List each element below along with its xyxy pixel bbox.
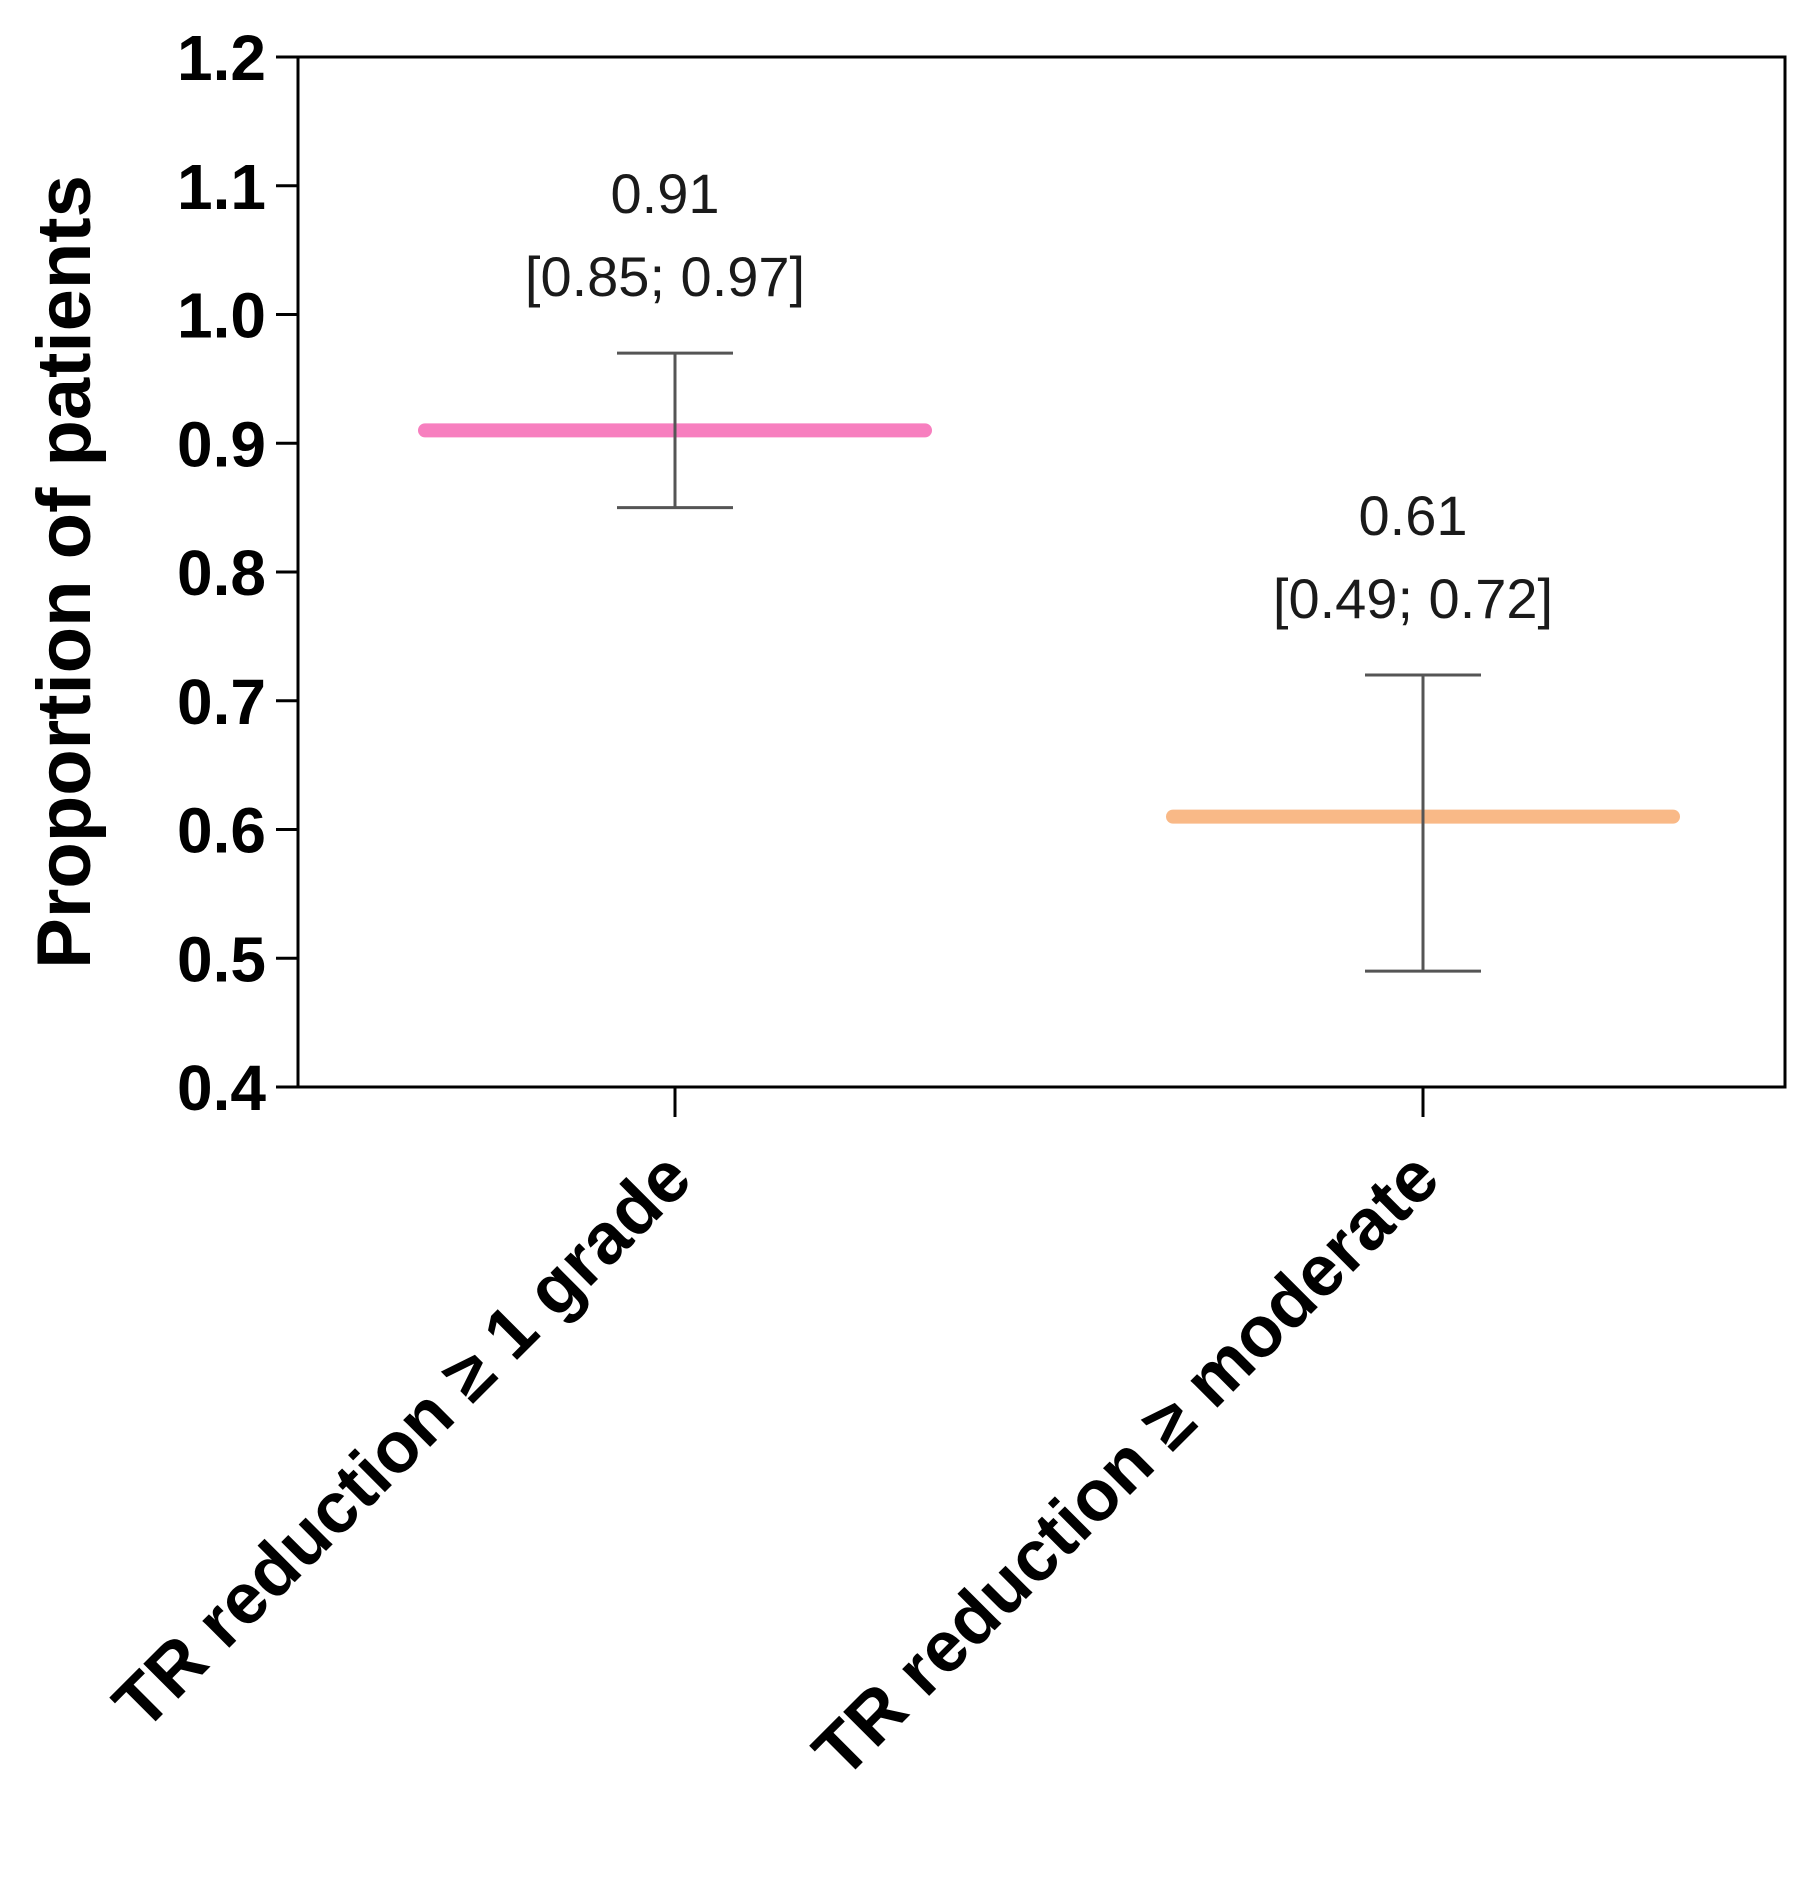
y-axis: 0.4 0.5 0.6 0.7 0.8 0.9 1.0 1.1 1.2 [177, 22, 298, 1124]
value-label: 0.61 [1359, 484, 1468, 547]
y-tick-label: 0.5 [177, 923, 266, 995]
y-tick-label: 1.0 [177, 280, 266, 352]
y-tick-label: 1.1 [177, 151, 266, 223]
y-tick-label: 0.6 [177, 795, 266, 867]
x-category-label: TR reduction ≥ 1 grade [98, 1137, 706, 1745]
ci-label: [0.85; 0.97] [525, 245, 805, 308]
y-axis-title: Proportion of patients [22, 175, 107, 969]
x-category-label: TR reduction ≥ moderate [798, 1137, 1454, 1793]
x-axis: TR reduction ≥ 1 grade TR reduction ≥ mod… [98, 1087, 1454, 1793]
y-tick-label: 0.7 [177, 666, 266, 738]
plot-frame [296, 55, 1787, 1089]
y-tick-label: 1.2 [177, 22, 266, 94]
data-marks: 0.91 [0.85; 0.97] 0.61 [0.49; 0.72] [418, 162, 1680, 973]
y-tick-label: 0.9 [177, 408, 266, 480]
y-tick-label: 0.4 [177, 1052, 266, 1124]
y-tick-label: 0.8 [177, 537, 266, 609]
value-label: 0.91 [611, 162, 720, 225]
ci-label: [0.49; 0.72] [1273, 567, 1553, 630]
